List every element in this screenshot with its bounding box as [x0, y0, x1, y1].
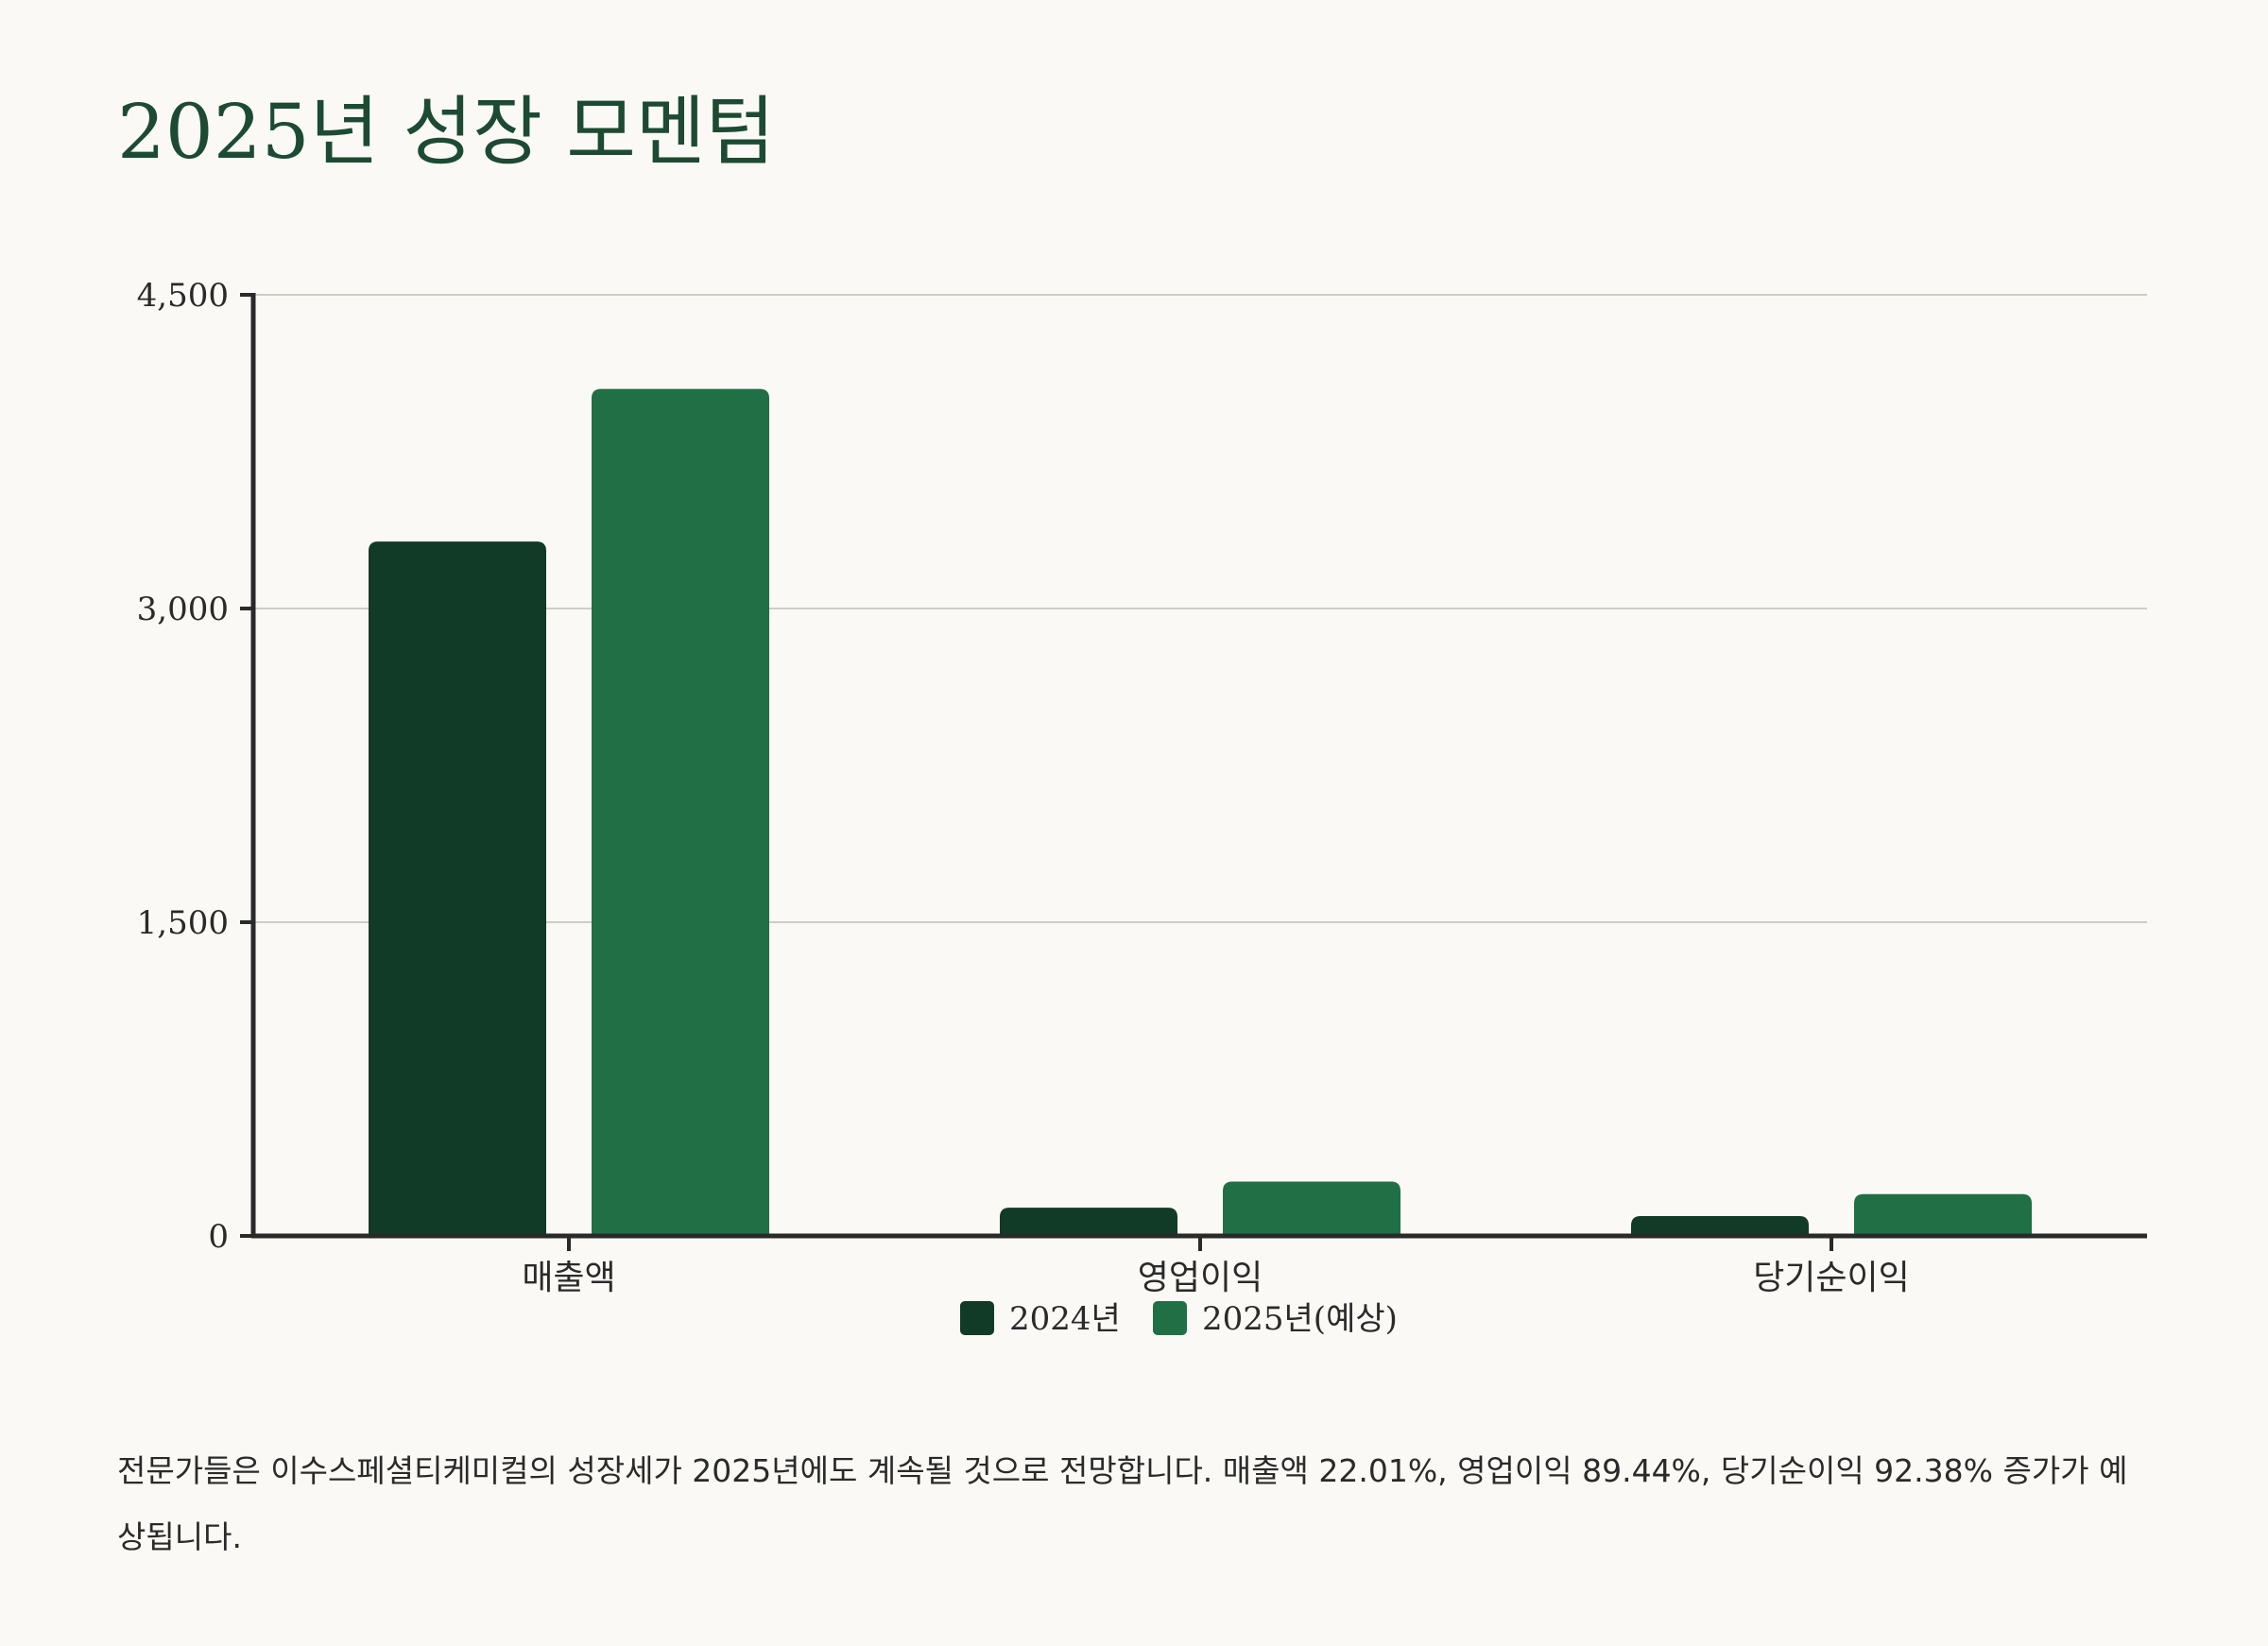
bar	[592, 388, 769, 1237]
bar-chart: 0 1,500 3,000 4,500 매출액 영업이익 당기순이익 2024년 2025년(예…	[137, 277, 2147, 1338]
bar-chart-svg: 0 1,500 3,000 4,500 매출액 영업이익 당기순이익 2024년 2025년(예…	[137, 277, 2147, 1338]
x-tick-label: 매출액	[522, 1259, 615, 1297]
bar	[1631, 1215, 1809, 1236]
y-tick-label: 3,000	[137, 591, 229, 628]
legend-label: 2024년	[1009, 1300, 1121, 1338]
bar	[1000, 1208, 1177, 1236]
bar	[369, 541, 546, 1236]
legend-item: 2025년(예상)	[1153, 1300, 1398, 1338]
bar	[1223, 1181, 1400, 1236]
bar	[1854, 1193, 2032, 1236]
legend-swatch	[1153, 1301, 1187, 1335]
y-tick-label: 0	[208, 1218, 229, 1256]
legend-label: 2025년(예상)	[1202, 1300, 1398, 1338]
x-tick-label: 영업이익	[1138, 1259, 1263, 1297]
legend-swatch	[960, 1301, 994, 1335]
x-tick-label: 당기순이익	[1753, 1259, 1910, 1297]
y-tick-label: 1,500	[137, 904, 229, 942]
legend-item: 2024년	[960, 1300, 1121, 1338]
chart-caption: 전문가들은 이수스페셜티케미컬의 성장세가 2025년에도 계속될 것으로 전망…	[117, 1452, 2128, 1555]
y-tick-label: 4,500	[137, 277, 229, 315]
page-title: 2025년 성장 모멘텀	[117, 88, 776, 176]
